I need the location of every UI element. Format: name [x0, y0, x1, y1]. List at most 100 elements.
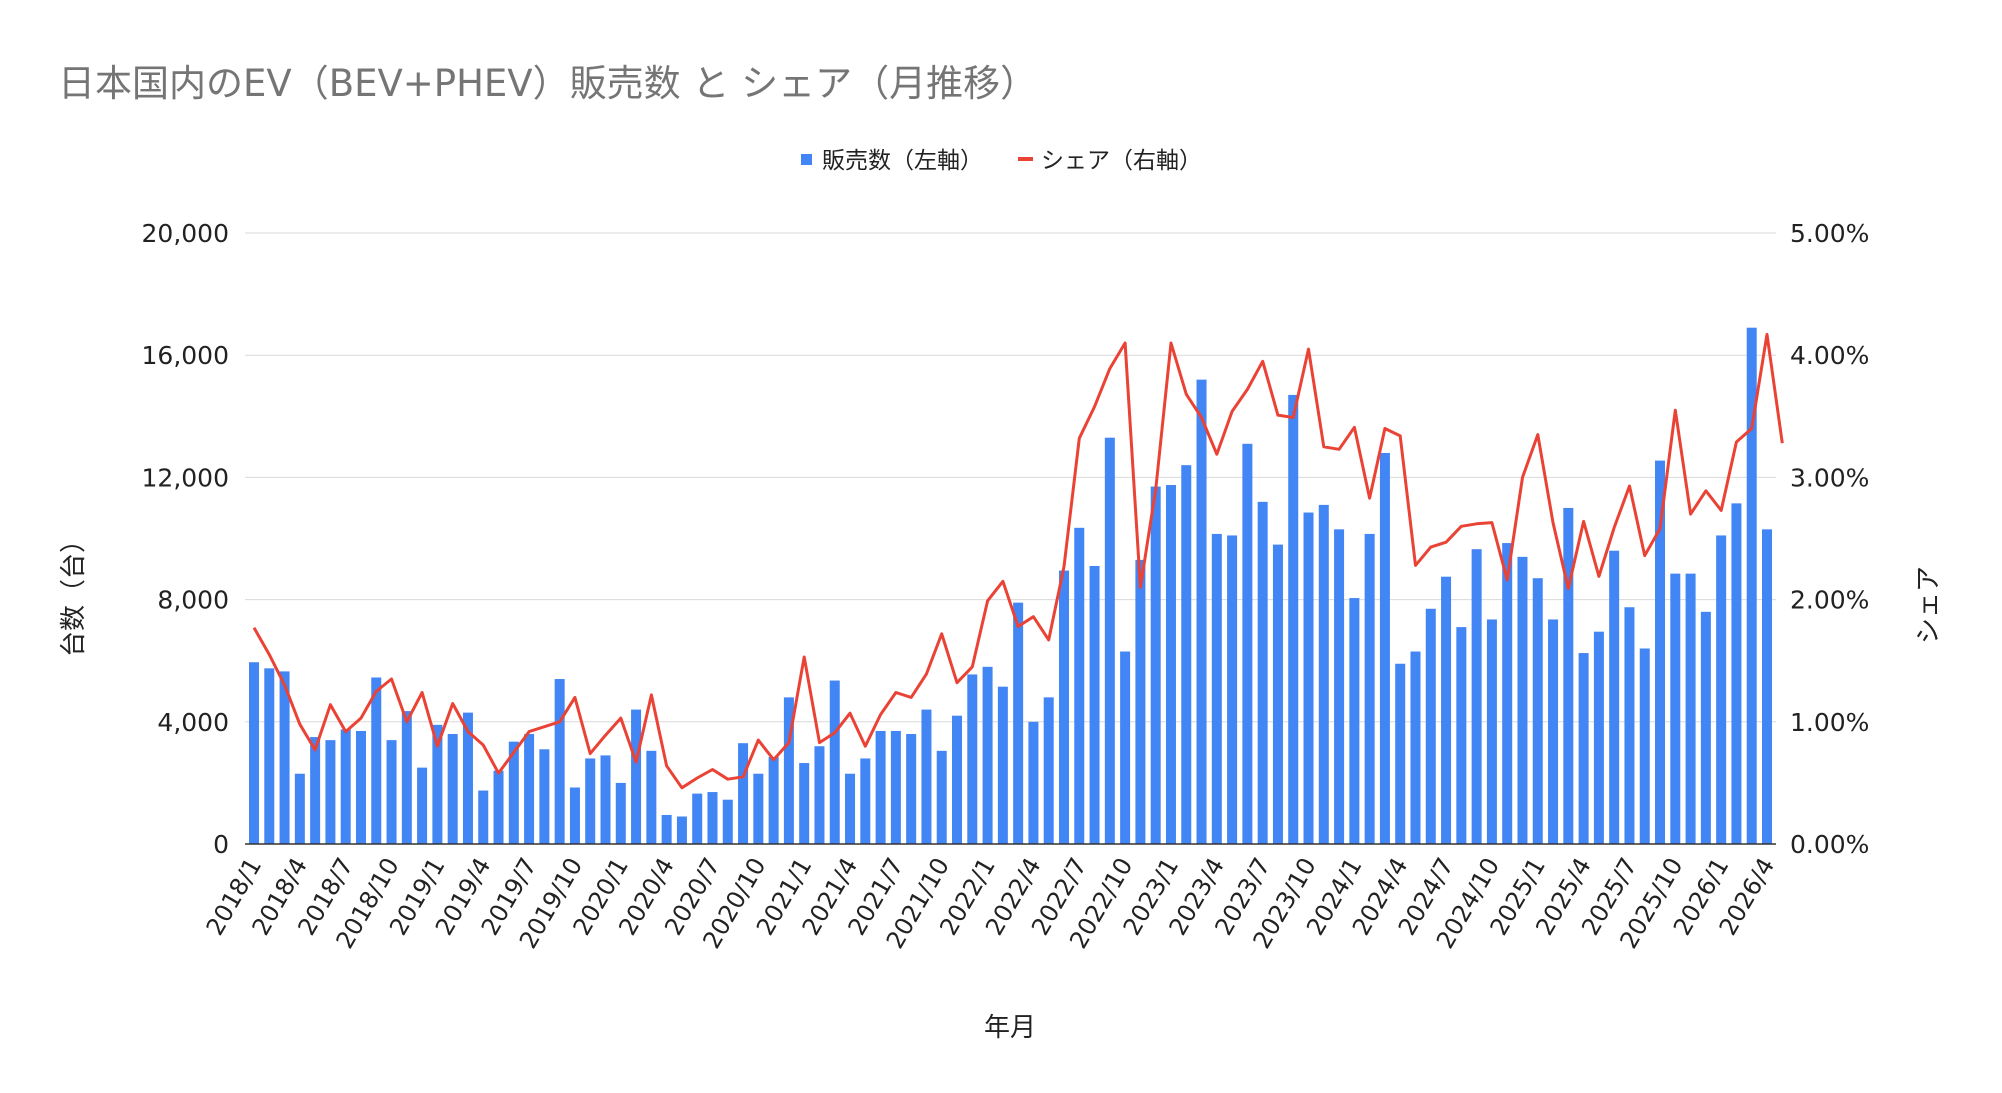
bar	[1272, 544, 1283, 844]
bar	[615, 782, 626, 844]
bar	[1655, 460, 1666, 844]
bar	[1379, 452, 1390, 844]
y-tick-label: 0	[213, 830, 229, 859]
bar	[1196, 379, 1207, 844]
bar	[554, 679, 565, 844]
bar	[982, 666, 993, 844]
bar	[1716, 535, 1727, 844]
bar	[1762, 529, 1772, 844]
bar	[600, 755, 611, 844]
bar	[386, 740, 397, 844]
bar	[585, 758, 596, 844]
bar	[1104, 437, 1115, 844]
bar	[1242, 443, 1253, 844]
bar	[1089, 565, 1100, 844]
bar	[1013, 602, 1024, 844]
x-axis-title: 年月	[984, 1013, 1036, 1043]
bar	[493, 770, 504, 844]
bar	[1211, 533, 1222, 844]
bar	[569, 787, 580, 844]
bar	[890, 730, 901, 844]
bar	[417, 767, 428, 844]
y2-tick-label: 0.00%	[1790, 830, 1869, 859]
bar	[1563, 507, 1574, 844]
y-tick-label: 20,000	[142, 219, 229, 248]
left-axis-ticks: 0 4,000 8,000 12,000 16,000 20,000	[142, 219, 229, 859]
bar	[1746, 327, 1757, 845]
bar	[1670, 573, 1681, 844]
bar	[1471, 549, 1482, 844]
y2-tick-label: 5.00%	[1790, 219, 1869, 248]
bar	[1548, 619, 1559, 844]
bar	[722, 799, 733, 844]
y2-tick-label: 1.00%	[1790, 708, 1869, 737]
bar-series	[249, 327, 1772, 845]
y2-tick-label: 4.00%	[1790, 341, 1869, 370]
bar	[1609, 550, 1620, 844]
bar	[310, 737, 321, 844]
bar	[340, 729, 351, 844]
bar	[1517, 556, 1528, 844]
bar	[1700, 611, 1711, 844]
bar	[249, 662, 259, 844]
bar	[1165, 485, 1176, 844]
bar	[1227, 535, 1238, 844]
bar	[1410, 651, 1421, 844]
bar	[294, 773, 305, 844]
bar	[1593, 631, 1604, 844]
bar	[783, 697, 794, 844]
right-axis-ticks: 0.00% 1.00% 2.00% 3.00% 4.00% 5.00%	[1790, 219, 1869, 859]
bar	[1303, 512, 1314, 844]
bar	[753, 773, 764, 844]
bar	[279, 671, 290, 844]
y-tick-label: 16,000	[142, 341, 229, 370]
bar	[661, 814, 672, 844]
bar	[1288, 394, 1299, 844]
bar	[371, 677, 382, 844]
bar	[539, 749, 550, 844]
legend-swatch-sales	[801, 154, 812, 165]
bar	[1058, 570, 1069, 844]
bar	[646, 750, 657, 844]
bar	[692, 793, 703, 844]
y2-axis-title: シェア	[1914, 566, 1944, 644]
bar	[1532, 578, 1543, 844]
bar	[1074, 527, 1085, 844]
share-line	[252, 332, 1784, 790]
bar	[860, 758, 871, 844]
bar	[478, 790, 489, 844]
y2-tick-label: 2.00%	[1790, 586, 1869, 615]
bar	[1028, 721, 1039, 844]
bar	[325, 740, 336, 844]
bar	[952, 715, 963, 844]
bar	[1456, 627, 1467, 844]
chart-title: 日本国内のEV（BEV+PHEV）販売数 と シェア（月推移）	[58, 62, 1037, 105]
bar	[1441, 576, 1452, 844]
bar	[1731, 503, 1742, 844]
bar	[1150, 486, 1161, 844]
bar	[799, 763, 810, 844]
bar	[1318, 504, 1329, 844]
y-tick-label: 12,000	[142, 463, 229, 492]
y2-tick-label: 3.00%	[1790, 463, 1869, 492]
y-axis-title: 台数（台）	[59, 527, 89, 657]
bar	[1334, 529, 1345, 844]
bar	[1120, 651, 1131, 844]
bar	[676, 816, 687, 844]
bar	[921, 709, 932, 844]
legend: 販売数（左軸） シェア（右軸）	[801, 148, 1202, 174]
bar	[1181, 465, 1192, 844]
bar	[1425, 608, 1436, 844]
bar	[997, 686, 1008, 844]
bar	[1257, 501, 1268, 844]
bar	[738, 743, 749, 844]
bar	[1349, 598, 1360, 844]
bar	[1502, 543, 1513, 844]
bar	[1135, 559, 1146, 844]
bar	[1624, 607, 1635, 844]
bar	[967, 674, 978, 844]
bar	[936, 750, 947, 844]
bar	[875, 730, 886, 844]
bar	[814, 746, 825, 844]
